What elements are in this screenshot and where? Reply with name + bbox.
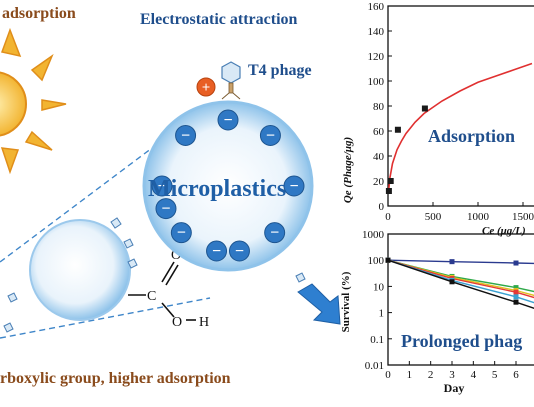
oxygen-atom-top: O (171, 248, 181, 263)
small-microplastic-particle (29, 219, 131, 321)
minus-badge: − (170, 222, 192, 244)
series-point (513, 285, 519, 291)
series-point (513, 289, 519, 295)
y-tick-label: 1 (379, 308, 385, 320)
svg-text:−: − (157, 178, 166, 195)
y-tick-label: 20 (373, 176, 385, 188)
y-tick-label: 60 (373, 126, 385, 138)
svg-text:−: − (177, 225, 186, 242)
carboxyl-caption: rboxylic group, higher adsorption (0, 370, 231, 387)
x-tick-label: 1 (407, 369, 413, 381)
y-tick-label: 10 (373, 281, 385, 293)
survival-y-axis-label: Survival (%) (340, 271, 352, 332)
x-tick-label: 4 (471, 369, 477, 381)
svg-text:−: − (289, 178, 298, 195)
zoom-connector-lines (0, 147, 211, 339)
minus-badge: − (228, 240, 250, 262)
y-tick-label: 0 (379, 201, 385, 213)
x-tick-label: 3 (449, 369, 455, 381)
y-tick-label: 100 (368, 255, 385, 267)
negative-charge-badges: −−−− −− −− −− (151, 109, 305, 262)
y-tick-label: 160 (368, 1, 385, 13)
x-tick-label: 6 (513, 369, 519, 381)
arrow-down-right-icon (297, 283, 341, 325)
series-line (387, 259, 534, 265)
carboxyl-group (128, 261, 196, 321)
x-tick-label: 1500 (512, 211, 534, 223)
y-tick-label: 0.01 (365, 360, 384, 372)
y-tick-label: 100 (368, 76, 385, 88)
svg-text:+: + (202, 80, 211, 96)
microplastics-label: Microplastics (148, 176, 287, 202)
survival-plot-frame (387, 233, 534, 366)
small-phage-icons (3, 217, 306, 333)
phage-icon (221, 61, 241, 100)
y-tick-label: 140 (368, 26, 385, 38)
data-point (421, 105, 428, 112)
series-point (449, 279, 455, 285)
y-tick-label: 40 (373, 151, 385, 163)
adsorption-fit-curve (387, 62, 533, 193)
minus-badge: − (175, 124, 197, 146)
adsorption-x-axis-label: Ce (μg/L) (482, 225, 526, 237)
x-tick-label: 0 (385, 369, 391, 381)
sun-icon (0, 27, 67, 175)
x-tick-label: 1000 (467, 211, 490, 223)
x-tick-label: 500 (425, 211, 442, 223)
hydrogen-atom: H (199, 315, 209, 330)
phage-label: T4 phage (248, 62, 312, 79)
y-tick-label: 80 (373, 101, 385, 113)
adsorption-y-axis-label: Qe (Phage/μg) (342, 137, 354, 203)
y-tick-label: 1000 (362, 229, 385, 241)
minus-badge: − (259, 124, 281, 146)
series-point (385, 257, 391, 263)
series-point (513, 299, 519, 305)
x-tick-label: 2 (428, 369, 434, 381)
y-tick-label: 120 (368, 51, 385, 63)
adsorption-plot-frame (387, 5, 534, 207)
carbon-atom: C (147, 289, 156, 304)
series-point (513, 294, 519, 300)
y-tick-label: 0.1 (370, 334, 384, 346)
electrostatic-label: Electrostatic attraction (140, 11, 298, 28)
survival-annotation: Prolonged phag (401, 331, 522, 351)
minus-badge: − (206, 240, 228, 262)
svg-text:−: − (270, 225, 279, 242)
adsorption-annotation: Adsorption (428, 126, 515, 146)
data-point (394, 126, 401, 133)
minus-badge: − (264, 222, 286, 244)
series-point (449, 259, 455, 265)
minus-badge: − (155, 198, 177, 220)
x-tick-label: 0 (385, 211, 391, 223)
svg-text:−: − (161, 201, 170, 218)
series-line (387, 259, 534, 299)
svg-text:−: − (235, 243, 244, 260)
svg-text:−: − (212, 243, 221, 260)
survival-x-axis-label: Day (444, 381, 465, 395)
oxygen-atom-bottom: O (172, 315, 182, 330)
minus-badge: − (283, 175, 305, 197)
x-tick-label: 5 (492, 369, 498, 381)
data-point (387, 178, 394, 184)
series-point (513, 260, 519, 266)
svg-text:−: − (181, 127, 190, 144)
data-point (385, 188, 392, 194)
minus-badge: − (217, 109, 239, 131)
svg-text:−: − (223, 112, 232, 129)
top-left-title: adsorption (2, 5, 76, 22)
series-line (387, 259, 534, 310)
svg-text:−: − (266, 127, 275, 144)
minus-badge: − (151, 175, 173, 197)
positive-charge-badge: + (196, 77, 216, 97)
